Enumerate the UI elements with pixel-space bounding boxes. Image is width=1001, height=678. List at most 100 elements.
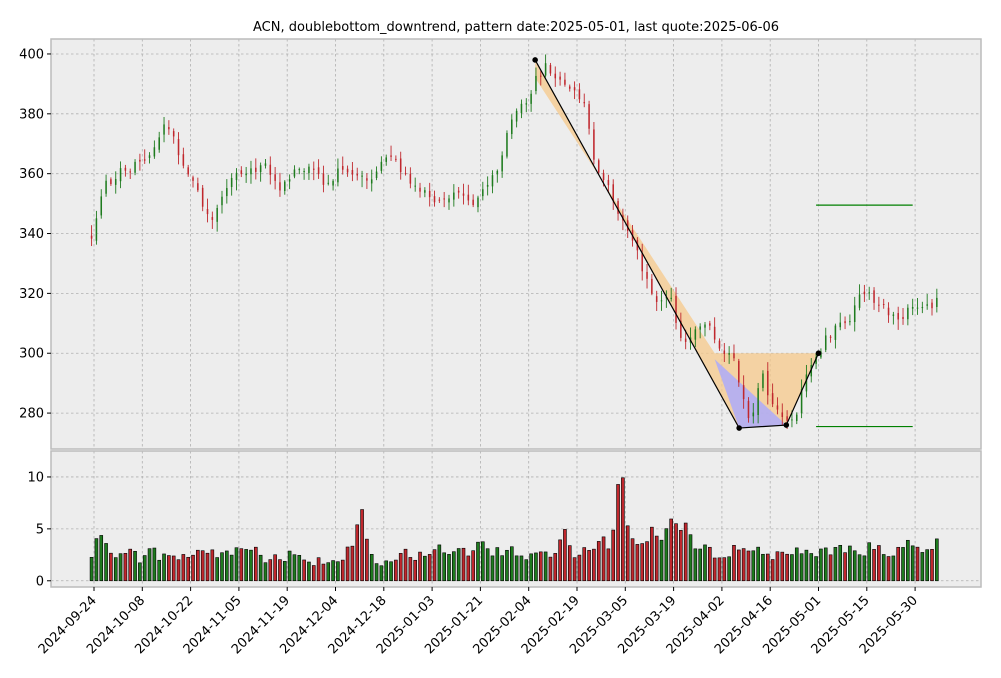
candle-body xyxy=(873,290,875,303)
candle-body xyxy=(491,175,494,187)
candle-body xyxy=(844,321,846,324)
candle-body xyxy=(771,393,774,405)
volume-bar xyxy=(664,528,669,582)
volume-bar xyxy=(360,509,364,582)
volume-bar xyxy=(751,550,756,582)
volume-bar xyxy=(780,551,785,582)
volume-bar xyxy=(833,547,838,582)
volume-bar xyxy=(268,559,273,582)
candle-body xyxy=(626,220,629,231)
candle-body xyxy=(472,199,474,206)
candle-body xyxy=(680,320,682,338)
volume-bar xyxy=(205,552,210,582)
volume-bar xyxy=(229,554,234,582)
volume-bar xyxy=(215,557,219,582)
volume-tick-label: 0 xyxy=(36,574,44,589)
volume-bar xyxy=(630,538,635,582)
volume-bar xyxy=(703,544,707,582)
volume-bar xyxy=(920,552,925,582)
candle-body xyxy=(168,127,170,130)
candle-body xyxy=(288,179,291,182)
candle-body xyxy=(351,169,354,175)
volume-bar xyxy=(828,554,833,582)
candle-body xyxy=(206,209,209,215)
candle-body xyxy=(332,180,334,186)
candle-body xyxy=(786,416,788,421)
price-tick-label: 360 xyxy=(19,167,44,182)
candle-body xyxy=(110,179,112,185)
candle-body xyxy=(911,307,914,309)
volume-bar xyxy=(176,559,181,582)
volume-bar xyxy=(345,546,350,582)
candle-body xyxy=(931,302,933,309)
volume-bar xyxy=(838,545,843,582)
candle-body xyxy=(317,167,320,175)
volume-bar xyxy=(200,550,205,582)
candle-body xyxy=(858,294,861,308)
volume-bar xyxy=(732,545,736,582)
volume-bar xyxy=(814,556,818,582)
volume-bar xyxy=(509,546,514,582)
candle-body xyxy=(356,173,359,176)
candle-body xyxy=(916,307,919,309)
candle-body xyxy=(245,173,247,176)
volume-bar xyxy=(708,546,712,582)
candle-body xyxy=(651,278,653,294)
candle-body xyxy=(414,185,416,187)
volume-bar xyxy=(654,535,659,582)
volume-bar xyxy=(191,554,195,582)
volume-bar xyxy=(113,557,118,582)
volume-bar xyxy=(297,555,302,582)
volume-bar xyxy=(244,549,248,582)
candle-body xyxy=(230,177,233,188)
volume-bar xyxy=(118,553,123,582)
candle-body xyxy=(684,338,687,342)
volume-bar xyxy=(587,550,591,582)
candle-body xyxy=(139,159,141,162)
volume-bar xyxy=(601,536,606,582)
candle-body xyxy=(114,178,117,185)
candle-body xyxy=(733,353,735,359)
candle-body xyxy=(182,154,185,166)
candle-body xyxy=(453,192,455,200)
candle-body xyxy=(327,182,330,184)
volume-bar xyxy=(495,547,500,582)
candle-body xyxy=(868,292,870,294)
volume-bar xyxy=(171,555,176,582)
price-tick-label: 340 xyxy=(19,227,44,242)
volume-bar xyxy=(394,559,398,582)
candle-body xyxy=(713,326,716,340)
volume-bar xyxy=(857,554,862,582)
volume-bar xyxy=(104,543,108,582)
candle-body xyxy=(148,155,151,158)
volume-bar xyxy=(727,556,731,582)
candle-body xyxy=(853,305,856,322)
candle-body xyxy=(757,388,759,416)
candle-body xyxy=(177,139,180,156)
candle-body xyxy=(467,194,470,201)
candle-body xyxy=(660,300,663,302)
volume-bar xyxy=(427,554,432,582)
volume-bar xyxy=(567,545,572,582)
volume-bar xyxy=(442,552,446,582)
candle-body xyxy=(438,199,441,201)
volume-bar xyxy=(471,550,475,582)
volume-bar xyxy=(563,529,567,582)
volume-bar xyxy=(147,548,152,582)
price-tick-label: 280 xyxy=(19,407,44,422)
candlesticks xyxy=(90,54,938,430)
volume-bar xyxy=(799,553,804,582)
volume-bar xyxy=(553,553,558,582)
candle-body xyxy=(172,131,175,137)
candle-body xyxy=(824,335,827,350)
double-bottom-area xyxy=(714,359,787,429)
volume-bar xyxy=(625,525,630,582)
volume-bar xyxy=(794,547,799,582)
candle-body xyxy=(742,385,745,400)
volume-bar xyxy=(152,547,157,582)
price-panel: 280 300 320 340 360 380 400 xyxy=(19,38,982,450)
volume-bar xyxy=(688,534,693,582)
volume-bar xyxy=(418,551,422,582)
candle-body xyxy=(907,307,909,320)
candle-body xyxy=(921,307,924,309)
